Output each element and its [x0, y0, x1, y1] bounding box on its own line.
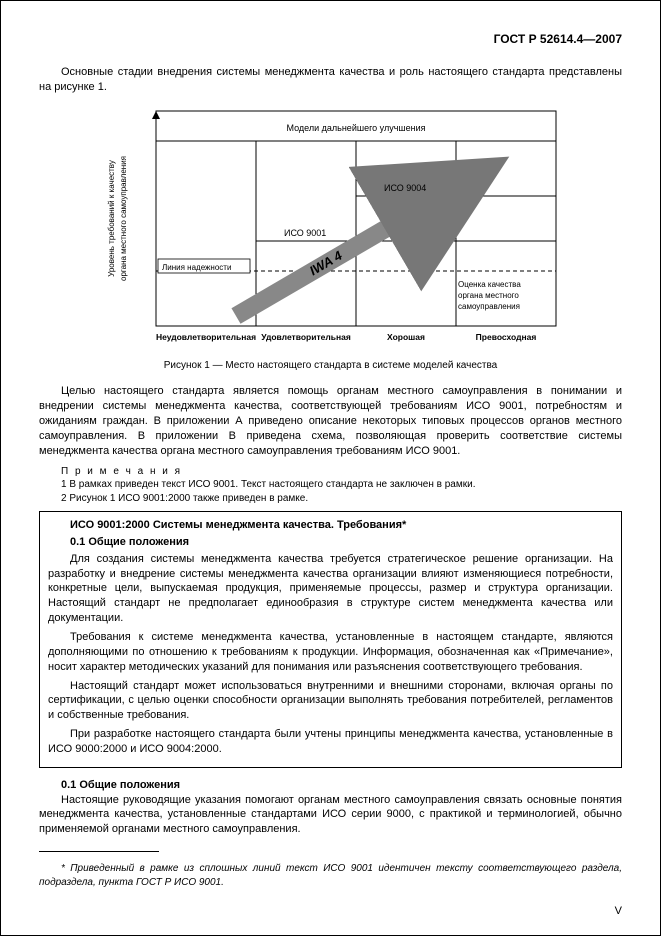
- box-p3: Настоящий стандарт может использоваться …: [48, 679, 613, 724]
- figure-caption: Рисунок 1 — Место настоящего стандарта в…: [39, 359, 622, 373]
- footnote: * Приведенный в рамке из сплошных линий …: [39, 862, 622, 889]
- svg-text:Линия надежности: Линия надежности: [162, 263, 231, 272]
- note-2: 2 Рисунок 1 ИСО 9001:2000 также приведен…: [61, 492, 622, 506]
- svg-text:Превосходная: Превосходная: [475, 332, 536, 342]
- box-p2: Требования к системе менеджмента качеств…: [48, 630, 613, 675]
- svg-text:Удовлетворительная: Удовлетворительная: [261, 332, 351, 342]
- iso-box: ИСО 9001:2000 Системы менеджмента качест…: [39, 511, 622, 768]
- body-p2: Целью настоящего стандарта является помо…: [39, 384, 622, 458]
- page-number: V: [615, 904, 622, 919]
- intro-paragraph: Основные стадии внедрения системы менедж…: [39, 65, 622, 95]
- svg-text:Уровень требований к качеству: Уровень требований к качеству: [107, 160, 116, 277]
- svg-text:самоуправления: самоуправления: [458, 302, 520, 311]
- note-1: 1 В рамках приведен текст ИСО 9001. Текс…: [61, 478, 622, 492]
- svg-text:Оценка качества: Оценка качества: [458, 280, 521, 289]
- after-box-heading: 0.1 Общие положения: [39, 778, 622, 793]
- svg-text:органа местного: органа местного: [458, 291, 519, 300]
- svg-text:Хорошая: Хорошая: [387, 332, 425, 342]
- svg-text:ИСО 9001: ИСО 9001: [284, 228, 326, 238]
- box-title: ИСО 9001:2000 Системы менеджмента качест…: [48, 518, 613, 533]
- doc-id: ГОСТ Р 52614.4—2007: [39, 31, 622, 47]
- box-p1: Для создания системы менеджмента качеств…: [48, 552, 613, 626]
- footnote-separator: [39, 851, 159, 852]
- notes-title: П р и м е ч а н и я: [61, 465, 622, 479]
- box-p4: При разработке настоящего стандарта были…: [48, 727, 613, 757]
- svg-text:органа местного самоуправления: органа местного самоуправления: [119, 156, 128, 281]
- notes-block: П р и м е ч а н и я 1 В рамках приведен …: [61, 465, 622, 506]
- page: ГОСТ Р 52614.4—2007 Основные стадии внед…: [0, 0, 661, 936]
- svg-text:ИСО 9004: ИСО 9004: [384, 183, 426, 193]
- svg-text:Неудовлетворительная: Неудовлетворительная: [155, 332, 255, 342]
- figure-1: IWA 4Модели дальнейшего улучшенияИСО 900…: [96, 101, 566, 353]
- after-box-p: Настоящие руководящие указания помогают …: [39, 793, 622, 838]
- box-subheading: 0.1 Общие положения: [48, 535, 613, 550]
- svg-text:Модели дальнейшего улучшения: Модели дальнейшего улучшения: [286, 123, 425, 133]
